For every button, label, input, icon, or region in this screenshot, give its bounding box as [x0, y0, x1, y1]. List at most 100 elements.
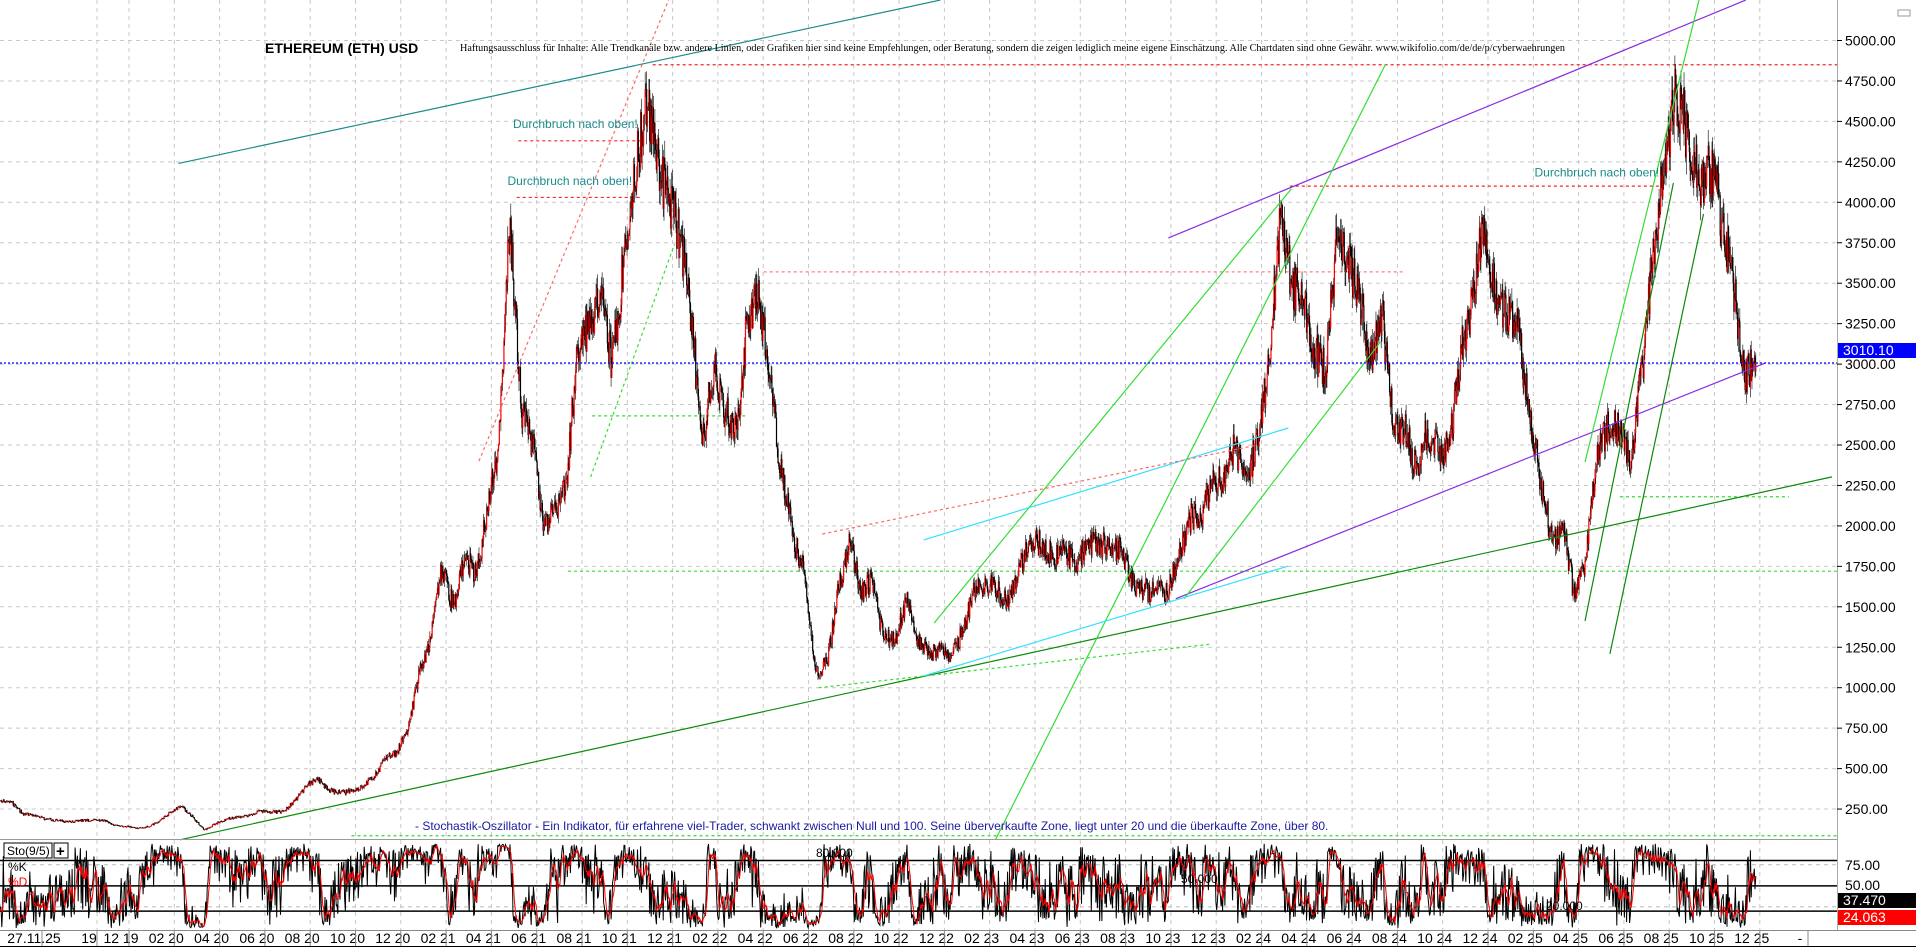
candle-body: [439, 582, 441, 583]
candle-body: [1041, 542, 1043, 550]
candle-body: [1486, 230, 1488, 258]
candle-body: [595, 297, 597, 299]
candle-body: [260, 810, 262, 811]
candle-body: [1348, 245, 1351, 280]
candle-body: [476, 574, 478, 576]
candle-body: [26, 813, 28, 815]
candle-body: [1444, 442, 1446, 465]
candle-body: [928, 645, 930, 656]
candle-body: [871, 578, 874, 583]
date-tick-label: 06 25: [1598, 930, 1633, 946]
candle-body: [577, 347, 579, 352]
candle-body: [1122, 548, 1124, 560]
candle-body: [436, 593, 438, 600]
add-indicator-button[interactable]: [53, 842, 69, 859]
candle-body: [908, 602, 910, 612]
candle-body: [615, 320, 617, 343]
candle-body: [914, 631, 917, 633]
candle-body: [1099, 538, 1102, 555]
candle-body: [1272, 314, 1274, 328]
candle-body: [319, 777, 321, 783]
indicator-name-box[interactable]: [3, 842, 53, 859]
date-axis[interactable]: [0, 930, 1916, 948]
candle-body: [231, 817, 233, 819]
candle-body: [342, 790, 344, 792]
candle-body: [784, 501, 787, 506]
candle-body: [36, 815, 38, 817]
candle-body: [1100, 538, 1102, 545]
candle-body: [1629, 470, 1631, 472]
candle-body: [549, 521, 551, 525]
candle-body: [921, 644, 923, 650]
candle-body: [13, 805, 15, 807]
candle-body: [159, 819, 161, 822]
price-axis[interactable]: [1837, 0, 1916, 930]
candle-body: [334, 789, 336, 794]
candle-body: [960, 627, 963, 637]
candle-body: [1355, 296, 1357, 306]
candle-body: [1367, 347, 1369, 363]
candle-body: [1469, 315, 1471, 335]
candle-body: [28, 815, 30, 816]
candle-body: [1332, 285, 1334, 291]
candle-body: [901, 623, 903, 627]
candle-body: [612, 337, 614, 342]
candle-body: [232, 817, 234, 820]
candle-body: [1345, 258, 1348, 271]
candle-body: [1696, 177, 1699, 188]
panel-toggle-button[interactable]: [1897, 9, 1911, 17]
candle-body: [500, 395, 502, 421]
candle-body: [585, 315, 587, 352]
candle-body: [1314, 368, 1317, 370]
candle-body: [890, 635, 892, 638]
candle-body: [474, 563, 476, 582]
candle-body: [1203, 505, 1205, 509]
candle-body: [183, 807, 186, 809]
candle-body: [299, 793, 301, 795]
candle-body: [1186, 520, 1188, 526]
candle-body: [1114, 538, 1117, 548]
candle-body: [1136, 581, 1138, 596]
candle-body: [94, 818, 96, 820]
candle-body: [216, 822, 218, 825]
candle-body: [321, 782, 323, 784]
candle-body: [1442, 448, 1444, 464]
candle-body: [199, 824, 201, 826]
candle-body: [1715, 166, 1718, 183]
candle-body: [1033, 546, 1035, 551]
trend-line: [1168, 0, 1747, 239]
candle-body: [486, 507, 488, 530]
candle-body: [1102, 543, 1104, 558]
candle-body: [1473, 279, 1475, 292]
indicator-name: Sto(9/5): [7, 844, 50, 858]
candle-body: [781, 468, 784, 478]
candle-body: [261, 810, 263, 812]
candle-body: [417, 683, 419, 690]
candle-body: [957, 637, 960, 648]
candle-body: [531, 434, 533, 456]
candle-body: [1554, 529, 1556, 536]
candle-body: [76, 820, 78, 822]
candle-body: [274, 811, 276, 813]
candle-body: [142, 827, 144, 829]
candle-body: [328, 789, 331, 793]
candle-body: [1051, 549, 1053, 553]
candle-body: [936, 650, 938, 657]
candle-body: [1077, 558, 1079, 572]
k-value-badge: [1838, 893, 1916, 908]
candle-body: [1325, 372, 1327, 377]
candle-body: [233, 817, 236, 819]
candle-body: [877, 596, 879, 609]
date-tick-label: 02 23: [964, 930, 999, 946]
candle-body: [1400, 422, 1402, 444]
candle-body: [1305, 292, 1307, 297]
candle-body: [444, 570, 446, 576]
candle-body: [1056, 545, 1058, 564]
candle-body: [695, 338, 697, 389]
candle-body: [115, 824, 117, 826]
candle-body: [1089, 535, 1092, 544]
candle-body: [697, 377, 699, 397]
candle-body: [1277, 240, 1279, 246]
candle-body: [1320, 343, 1322, 352]
